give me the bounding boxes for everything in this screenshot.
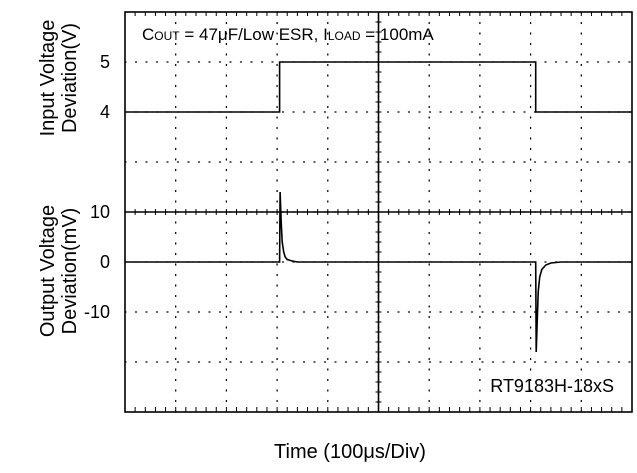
y-bottom-tick-label: -10 [84,302,110,322]
y-top-tick-label: 5 [100,52,110,72]
y-top-tick-label: 4 [100,102,110,122]
y-bottom-tick-label: 0 [100,252,110,272]
conditions-label: COUT = 47μF/Low ESR, ILOAD = 100mA [142,25,434,44]
y-axis-title-bottom: Output Voltage Deviation(mV) [37,171,81,371]
y-axis-title-top-line1: Input Voltage [37,19,59,137]
plot-frame [124,11,633,413]
y-bottom-tick-label: 10 [90,202,110,222]
tick-labels-bottom: 10 0 -10 [84,202,110,322]
series-output-voltage [125,191,632,353]
y-axis-title-bottom-line2: Deviation(mV) [59,207,81,335]
tick-labels-top: 54 [100,52,110,122]
y-axis-title-bottom-line1: Output Voltage [37,204,59,338]
device-label: RT9183H-18xS [490,376,614,396]
y-axis-title-top-line2: Deviation(V) [59,22,81,134]
x-axis-title: Time (100μs/Div) [274,441,426,463]
y-axis-title-top: Input Voltage Deviation(V) [37,0,81,168]
series-input-voltage [125,61,632,113]
